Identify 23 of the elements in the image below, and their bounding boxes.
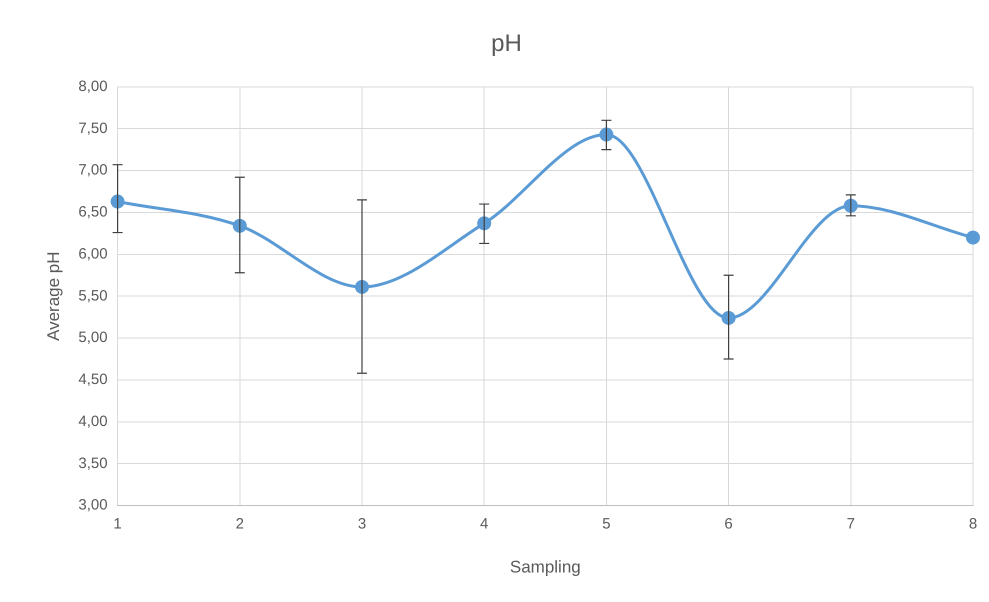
y-tick-label: 4,50: [78, 371, 108, 388]
x-tick-label: 7: [846, 516, 855, 533]
y-tick-label: 7,00: [78, 162, 108, 179]
chart-title: pH: [491, 30, 522, 58]
x-tick-label: 6: [724, 516, 733, 533]
y-tick-label: 5,50: [78, 287, 108, 304]
x-tick-label: 8: [968, 516, 978, 533]
point: [966, 230, 980, 245]
y-axis-title: Average pH: [44, 251, 63, 341]
y-tick-label: 3,50: [78, 454, 108, 472]
y-tick-label: 6,50: [78, 204, 108, 221]
x-tick-label: 3: [358, 516, 366, 533]
x-tick-label: 2: [236, 516, 244, 533]
y-tick-label: 7,50: [78, 120, 108, 137]
y-tick-label: 6,00: [78, 245, 108, 262]
x-tick-label: 1: [113, 516, 122, 533]
y-tick-label: 8,00: [78, 78, 108, 95]
y-tick-label: 4,00: [78, 412, 108, 430]
x-tick-label: 4: [480, 516, 488, 533]
x-tick-label: 5: [602, 516, 611, 533]
y-tick-label: 3,00: [78, 496, 108, 514]
y-tick-label: 5,00: [78, 329, 108, 346]
x-axis-title: Sampling: [510, 557, 581, 576]
